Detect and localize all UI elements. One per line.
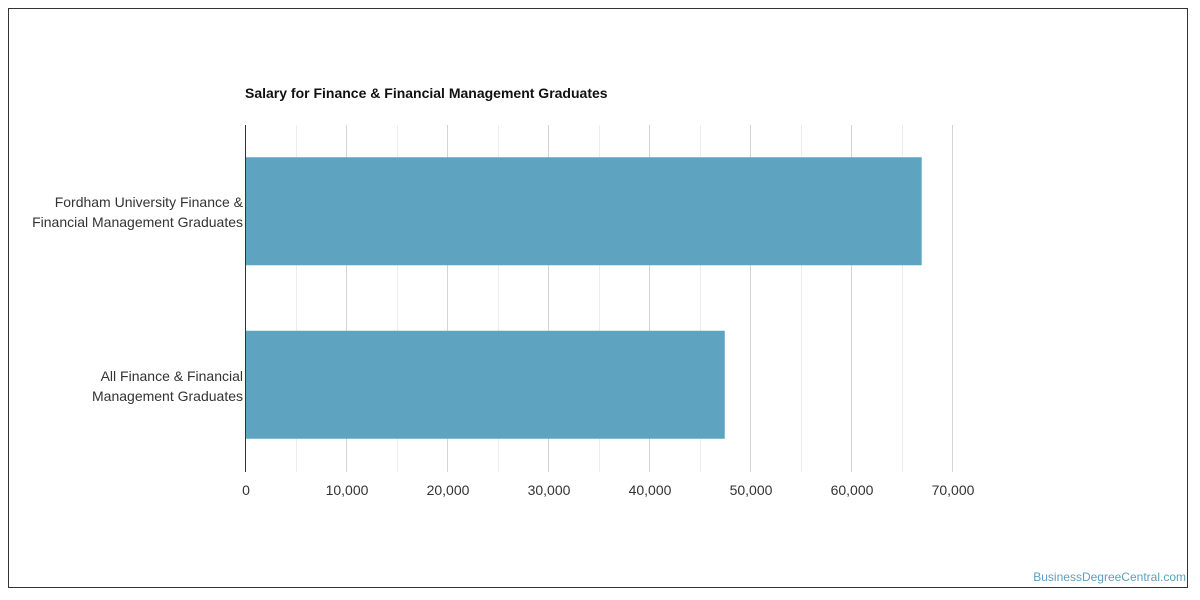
category-label-fordham: Fordham University Finance & Financial M… [32, 194, 243, 230]
chart-title: Salary for Finance & Financial Managemen… [245, 85, 608, 101]
x-tick-label: 10,000 [326, 482, 369, 498]
bar-0 [246, 157, 922, 266]
bars [246, 157, 922, 439]
x-tick-label: 60,000 [831, 482, 874, 498]
x-tick-label: 70,000 [932, 482, 975, 498]
x-tick-label: 50,000 [730, 482, 773, 498]
category-label-all: All Finance & Financial Management Gradu… [92, 368, 243, 404]
x-axis-ticks: 0 10,000 20,000 30,000 40,000 50,000 60,000 70,… [242, 482, 975, 498]
x-tick-label: 20,000 [427, 482, 470, 498]
source-watermark: BusinessDegreeCentral.com [1033, 570, 1186, 584]
x-tick-label: 0 [242, 482, 250, 498]
bar-1 [246, 330, 725, 439]
x-tick-label: 30,000 [528, 482, 571, 498]
chart-frame [8, 8, 1188, 588]
x-tick-label: 40,000 [629, 482, 672, 498]
